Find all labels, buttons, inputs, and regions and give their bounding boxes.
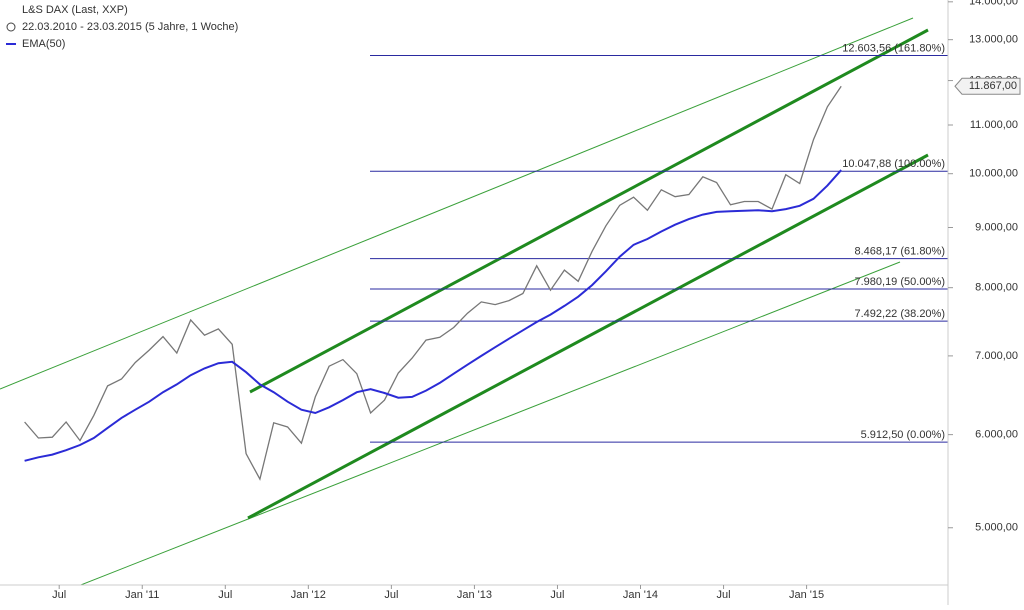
plot-area	[0, 17, 948, 585]
date-range: 22.03.2010 - 23.03.2015 (5 Jahre, 1 Woch…	[22, 21, 238, 33]
ema-line	[24, 169, 842, 462]
fib-level-label: 7.492,22 (38.20%)	[854, 308, 945, 320]
clock-icon	[6, 22, 16, 32]
x-tick-label: Jan '15	[789, 589, 824, 601]
fib-level-label: 5.912,50 (0.00%)	[861, 429, 945, 441]
header-bg	[2, 2, 152, 48]
x-tick-label: Jul	[550, 589, 564, 601]
fib-level-label: 7.980,19 (50.00%)	[854, 276, 945, 288]
trend-channel	[249, 28, 929, 394]
trend-channel-outer	[79, 261, 901, 585]
fib-level-label: 12.603,56 (161.80%)	[842, 42, 945, 54]
x-tick-label: Jul	[384, 589, 398, 601]
x-tick-label: Jul	[717, 589, 731, 601]
fib-level-label: 10.047,88 (100.00%)	[842, 158, 945, 170]
x-tick-label: Jan '13	[457, 589, 492, 601]
fib-level-label: 8.468,17 (61.80%)	[854, 246, 945, 258]
x-tick-label: Jul	[218, 589, 232, 601]
y-tick-label: 6.000,00	[975, 429, 1018, 441]
y-tick-label: 7.000,00	[975, 350, 1018, 362]
y-tick-label: 14.000,00	[969, 0, 1018, 8]
last-price-box	[954, 77, 1021, 95]
x-tick-label: Jul	[52, 589, 66, 601]
y-tick-label: 10.000,00	[969, 168, 1018, 180]
price-line	[24, 85, 842, 481]
y-tick-label: 8.000,00	[975, 282, 1018, 294]
x-tick-label: Jan '14	[623, 589, 658, 601]
y-tick-label: 5.000,00	[975, 522, 1018, 534]
trend-channel-outer	[0, 17, 914, 390]
x-tick-label: Jan '12	[291, 589, 326, 601]
last-price-label: 11.867,00	[969, 80, 1017, 92]
y-tick-label: 13.000,00	[969, 34, 1018, 46]
y-tick-label: 9.000,00	[975, 221, 1018, 233]
x-tick-label: Jan '11	[125, 589, 159, 601]
legend-entry: EMA(50)	[22, 38, 65, 50]
y-tick-label: 11.000,00	[970, 119, 1018, 131]
trend-channel	[247, 153, 929, 520]
chart-title: L&S DAX (Last, XXP)	[22, 4, 128, 16]
